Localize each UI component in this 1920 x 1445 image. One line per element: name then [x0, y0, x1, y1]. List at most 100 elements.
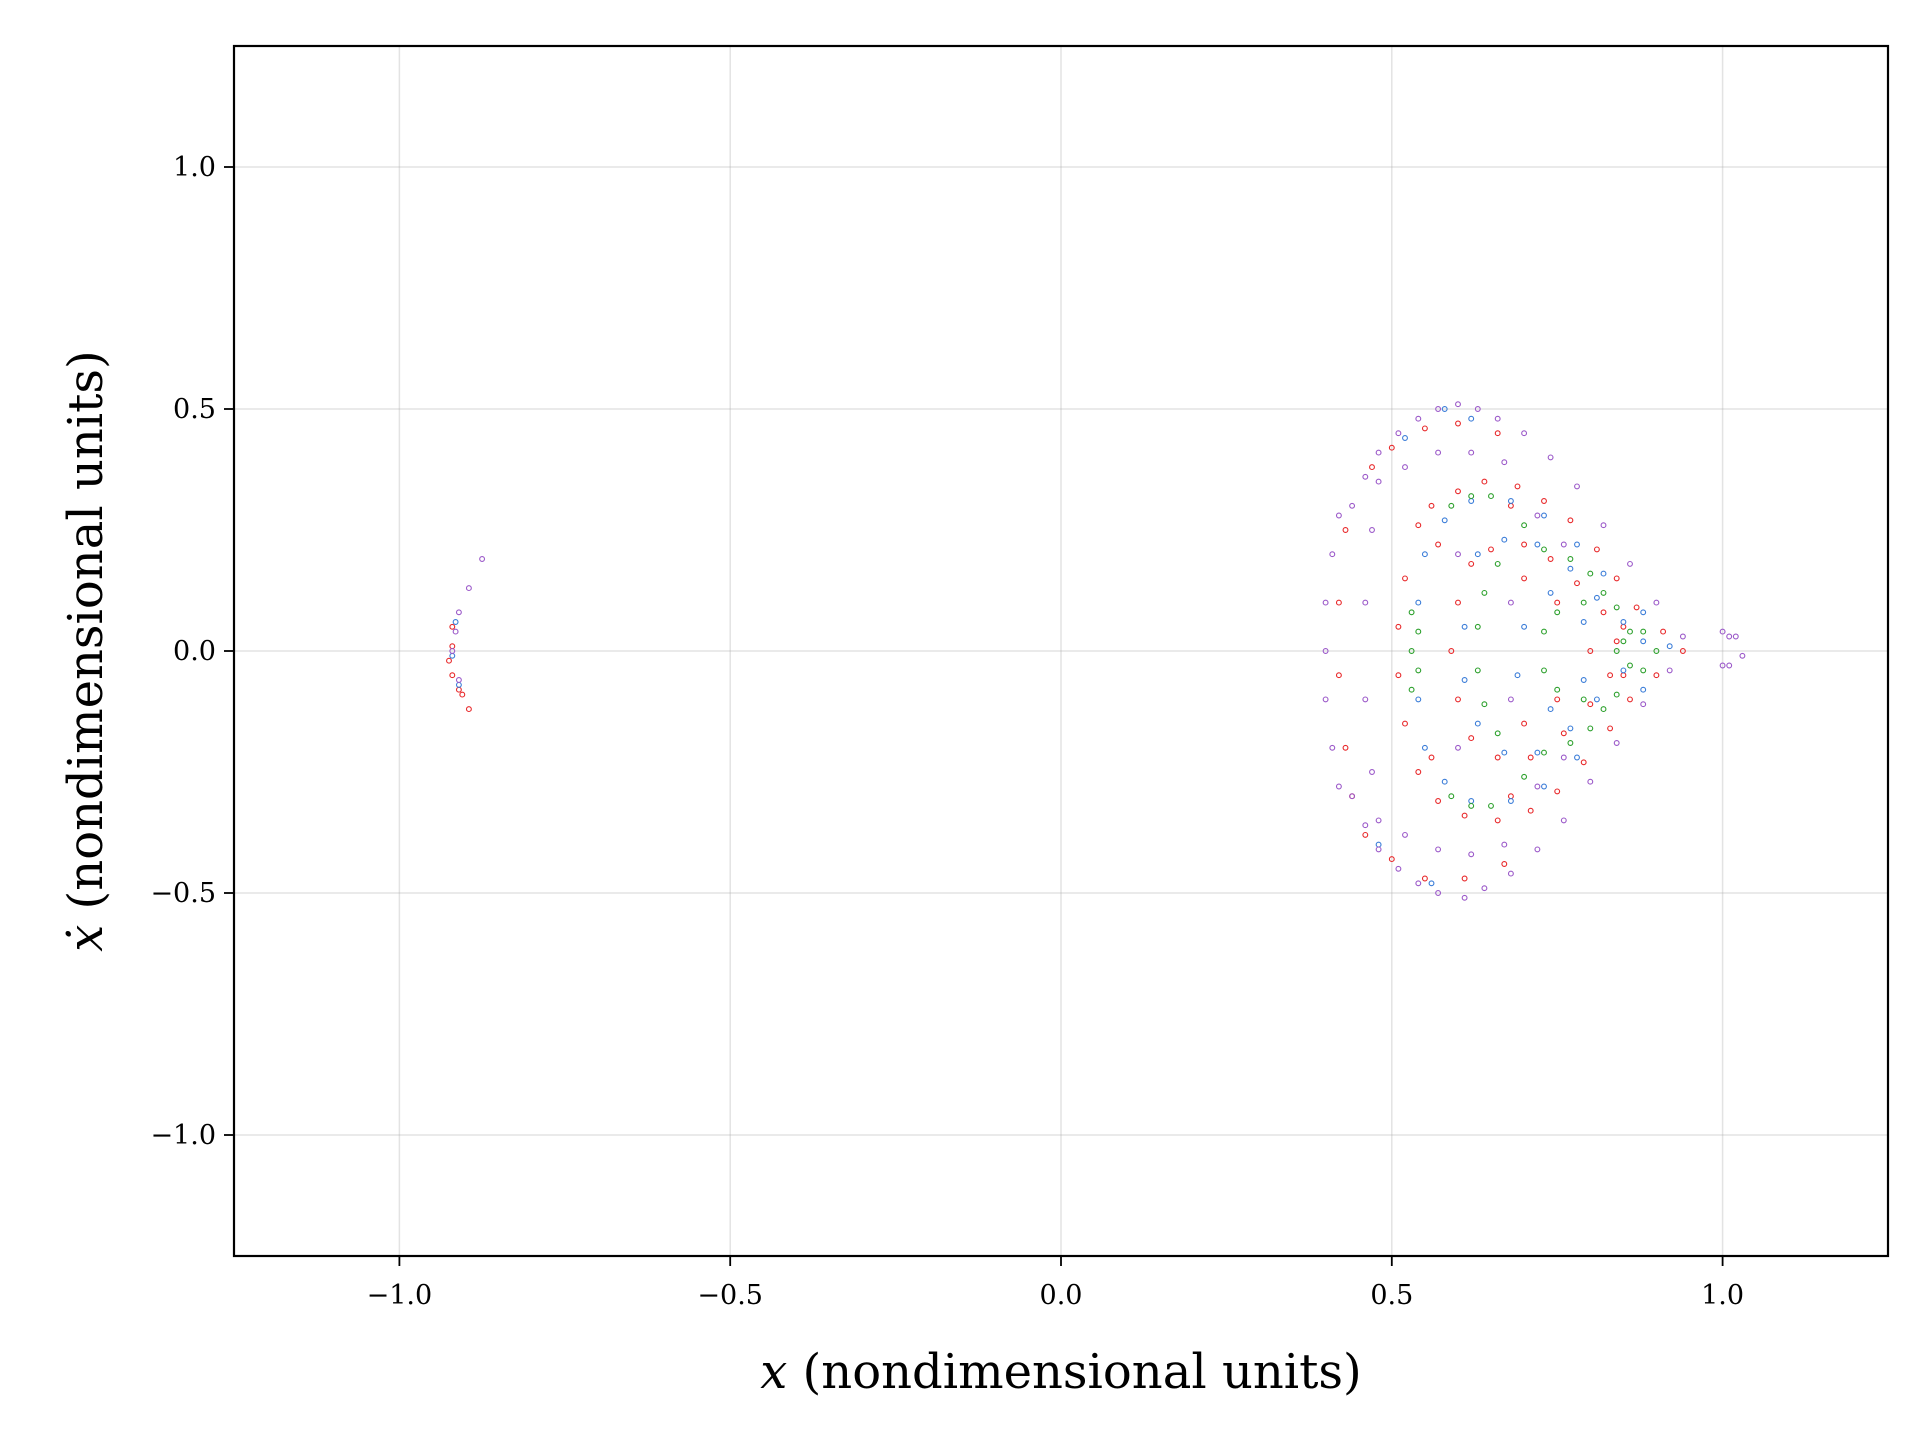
- data-point: [1534, 783, 1541, 790]
- data-point: [1607, 725, 1614, 732]
- data-point: [1415, 522, 1422, 529]
- data-point: [1448, 793, 1455, 800]
- data-point: [1521, 541, 1528, 548]
- data-point: [1627, 628, 1633, 635]
- data-point: [1455, 551, 1461, 558]
- data-point: [1455, 401, 1461, 408]
- data-point: [1613, 648, 1620, 654]
- data-point: [1349, 793, 1356, 800]
- data-point: [1468, 498, 1475, 504]
- data-point: [1455, 488, 1461, 495]
- data-point: [1574, 754, 1580, 761]
- data-point: [1521, 773, 1528, 780]
- data-point: [1600, 706, 1607, 713]
- x-axis-ticks: −1.0 −0.5 0.0 0.5 1.0: [367, 1256, 1744, 1311]
- data-point: [1441, 517, 1448, 524]
- data-point: [1375, 846, 1382, 853]
- data-point: [1613, 575, 1620, 582]
- data-point: [1620, 619, 1627, 625]
- data-point: [1600, 522, 1607, 529]
- data-point: [1547, 589, 1554, 596]
- data-point: [1415, 599, 1422, 606]
- y-tick-label: 0.0: [173, 636, 216, 667]
- data-point: [1541, 546, 1547, 553]
- data-point: [1507, 599, 1514, 606]
- data-point: [1507, 793, 1514, 800]
- data-point: [1395, 865, 1402, 872]
- data-point: [1415, 667, 1422, 674]
- data-point: [1402, 464, 1408, 471]
- data-point: [1335, 599, 1342, 606]
- series-3: [1408, 493, 1660, 809]
- data-point: [449, 652, 456, 659]
- data-point: [1402, 575, 1408, 582]
- data-point: [1468, 802, 1475, 809]
- data-point: [1627, 662, 1633, 669]
- data-point: [1468, 415, 1475, 422]
- data-point: [1679, 648, 1686, 654]
- data-point: [1468, 735, 1475, 742]
- data-point: [1369, 464, 1375, 471]
- x-tick-label: 0.0: [1040, 1280, 1083, 1311]
- x-axis-label: x (nondimensional units): [760, 1344, 1362, 1400]
- data-point: [1547, 556, 1554, 562]
- data-point: [479, 556, 486, 562]
- data-point: [1580, 696, 1587, 703]
- y-tick-label: 1.0: [173, 152, 216, 183]
- data-point: [1653, 648, 1660, 654]
- data-point: [1514, 483, 1521, 490]
- data-point: [452, 619, 459, 625]
- data-point: [1435, 798, 1442, 804]
- data-point: [1613, 740, 1620, 746]
- data-point: [1455, 420, 1461, 427]
- data-point: [1666, 667, 1673, 674]
- data-point: [1468, 493, 1475, 500]
- data-point: [455, 681, 462, 688]
- data-point: [1474, 623, 1481, 630]
- data-point: [1329, 744, 1336, 751]
- data-point: [1521, 575, 1528, 582]
- data-point: [1421, 551, 1428, 558]
- data-point: [1580, 677, 1587, 683]
- x-axis-label-var: x: [760, 1344, 787, 1400]
- data-point: [1560, 541, 1567, 548]
- data-point: [1554, 609, 1561, 616]
- data-point: [1488, 546, 1494, 553]
- data-point: [1474, 720, 1481, 727]
- data-point: [1527, 807, 1534, 814]
- data-point: [1375, 841, 1382, 848]
- data-point: [1719, 628, 1726, 635]
- data-point: [1488, 493, 1494, 500]
- data-point: [1408, 609, 1415, 616]
- data-point: [1521, 522, 1528, 529]
- y-axis-label: ẋ (nondimensional units): [58, 350, 114, 952]
- data-point: [1461, 623, 1468, 630]
- data-point: [1620, 623, 1627, 630]
- y-axis-ticks: −1.0 −0.5 0.0 0.5 1.0: [150, 152, 234, 1151]
- data-point: [1541, 667, 1547, 674]
- data-point: [1395, 623, 1402, 630]
- data-point: [1534, 749, 1541, 756]
- data-point: [1640, 667, 1647, 674]
- data-point: [1627, 560, 1633, 567]
- data-point: [1554, 696, 1561, 703]
- data-point: [1322, 599, 1329, 606]
- data-point: [1435, 449, 1442, 456]
- data-point: [1580, 599, 1587, 606]
- data-point: [1415, 880, 1422, 887]
- data-point: [1640, 701, 1647, 708]
- data-point: [1593, 696, 1600, 703]
- data-point: [1362, 696, 1369, 703]
- data-point: [1514, 672, 1521, 679]
- data-point: [1560, 730, 1567, 737]
- data-point: [1587, 725, 1594, 732]
- data-point: [1342, 744, 1349, 751]
- data-point: [1653, 599, 1660, 606]
- x-tick-label: 1.0: [1701, 1280, 1744, 1311]
- x-axis-label-units: (nondimensional units): [787, 1344, 1361, 1400]
- y-tick-label: −0.5: [150, 878, 216, 909]
- data-point: [1507, 870, 1514, 877]
- x-tick-label: −0.5: [697, 1280, 763, 1311]
- data-point: [1732, 633, 1739, 640]
- data-point: [1362, 831, 1369, 838]
